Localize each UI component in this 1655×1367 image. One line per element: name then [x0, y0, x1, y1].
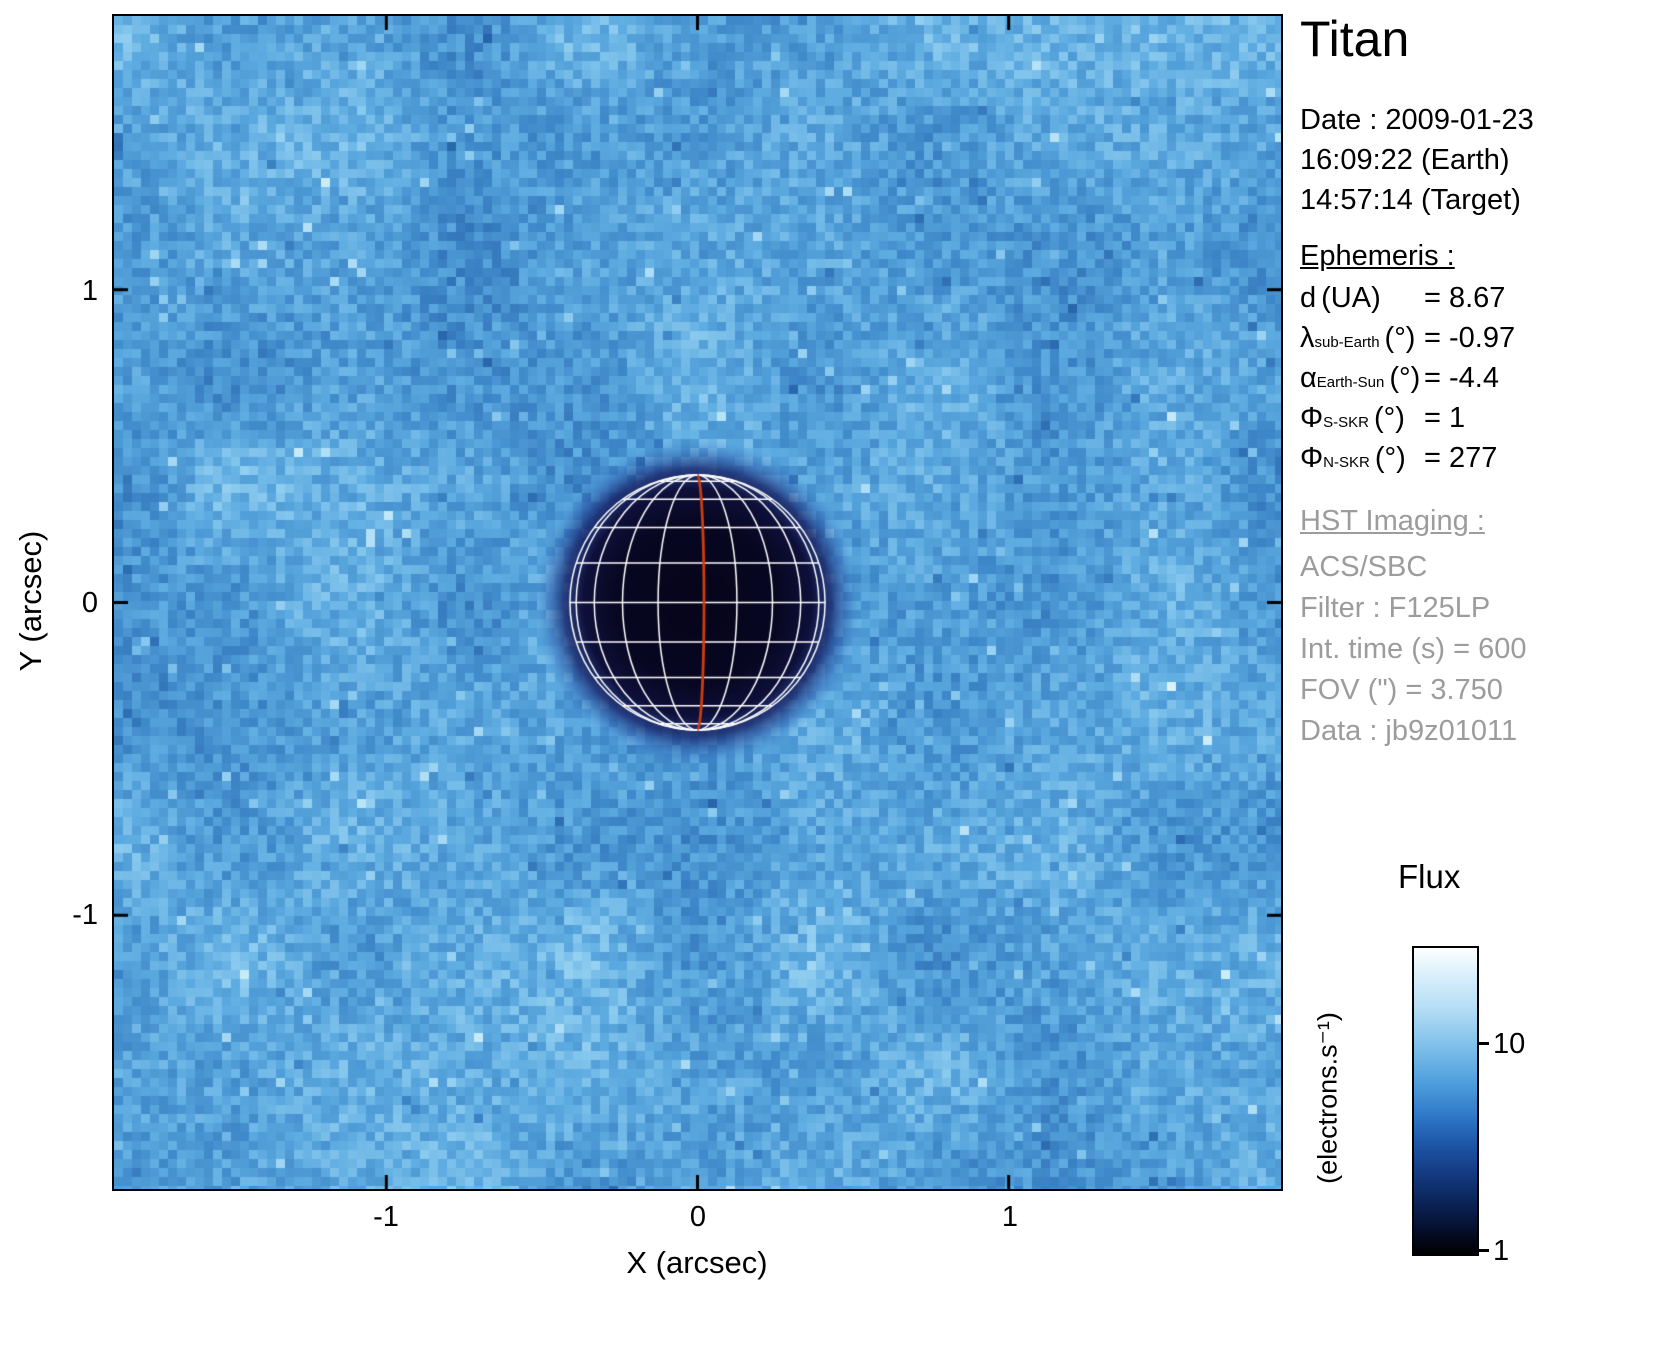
colorbar-label-1: 1 — [1493, 1235, 1510, 1267]
ephemeris-row-s-skr: ΦS-SKR (°) = 1 — [1300, 402, 1515, 442]
hst-image-canvas — [114, 16, 1281, 1189]
colorbar — [1412, 946, 1479, 1256]
ephemeris-unit: (°) — [1389, 362, 1421, 394]
ephemeris-value: = 8.67 — [1424, 282, 1506, 314]
hst-filter: Filter : F125LP — [1300, 592, 1491, 624]
ephemeris-symbol: α — [1300, 362, 1317, 394]
date-block: Date : 2009-01-23 16:09:22 (Earth) 14:57… — [1300, 100, 1534, 220]
colorbar-tick-10 — [1479, 1042, 1489, 1045]
ephemeris-unit: (°) — [1373, 402, 1405, 434]
ephemeris-unit: (UA) — [1321, 282, 1381, 314]
ephemeris-heading: Ephemeris : — [1300, 240, 1455, 272]
plot-frame — [112, 14, 1283, 1191]
ephemeris-table: d (UA) = 8.67 λsub-Earth (°) = -0.97 αEarth-… — [1300, 282, 1515, 482]
colorbar-label-10: 10 — [1493, 1028, 1526, 1060]
ephemeris-subscript: N-SKR — [1323, 454, 1370, 471]
ephemeris-value: = 277 — [1424, 442, 1498, 474]
ephemeris-subscript: Earth-Sun — [1316, 374, 1385, 391]
ephemeris-symbol: Φ — [1300, 402, 1324, 434]
earth-time-line: 16:09:22 (Earth) — [1300, 144, 1510, 176]
x-tick-label: -1 — [373, 1201, 399, 1233]
ephemeris-subscript: S-SKR — [1323, 414, 1369, 431]
hst-instrument: ACS/SBC — [1300, 551, 1428, 583]
ephemeris-value: = 1 — [1424, 402, 1466, 434]
y-tick-label: -1 — [72, 899, 98, 931]
ephemeris-quantity: λsub-Earth (°) — [1300, 322, 1424, 355]
ephemeris-unit: (°) — [1374, 442, 1406, 474]
ephemeris-row-phase-angle: αEarth-Sun (°) = -4.4 — [1300, 362, 1515, 402]
hst-imaging-block: ACS/SBC Filter : F125LP Int. time (s) = … — [1300, 547, 1526, 752]
ephemeris-row-n-skr: ΦN-SKR (°) = 277 — [1300, 442, 1515, 482]
date-line: Date : 2009-01-23 — [1300, 104, 1534, 136]
hst-int-time: Int. time (s) = 600 — [1300, 633, 1527, 665]
ephemeris-row-distance: d (UA) = 8.67 — [1300, 282, 1515, 322]
hst-imaging-heading: HST Imaging : — [1300, 505, 1485, 537]
ephemeris-symbol: d — [1300, 282, 1317, 314]
hst-data-id: Data : jb9z01011 — [1300, 715, 1518, 747]
ephemeris-quantity: ΦS-SKR (°) — [1300, 402, 1424, 435]
x-tick-label: 0 — [689, 1201, 707, 1233]
object-title: Titan — [1300, 11, 1410, 67]
hst-fov: FOV (") = 3.750 — [1300, 674, 1503, 706]
colorbar-unit-label: (electrons.s⁻¹) — [1312, 1012, 1343, 1184]
y-tick-label: 1 — [81, 275, 98, 307]
target-time-line: 14:57:14 (Target) — [1300, 184, 1521, 216]
ephemeris-value: = -4.4 — [1424, 362, 1499, 394]
x-axis-label: X (arcsec) — [626, 1245, 768, 1280]
ephemeris-quantity: d (UA) — [1300, 282, 1424, 315]
ephemeris-quantity: ΦN-SKR (°) — [1300, 442, 1424, 475]
ephemeris-row-subearth-lat: λsub-Earth (°) = -0.97 — [1300, 322, 1515, 362]
ephemeris-value: = -0.97 — [1424, 322, 1516, 354]
ephemeris-symbol: Φ — [1300, 442, 1324, 474]
flux-title: Flux — [1398, 858, 1461, 895]
y-tick-label: 0 — [81, 587, 98, 619]
colorbar-gradient — [1414, 948, 1477, 1254]
ephemeris-subscript: sub-Earth — [1314, 334, 1380, 351]
x-tick-label: 1 — [1001, 1201, 1019, 1233]
ephemeris-quantity: αEarth-Sun (°) — [1300, 362, 1424, 395]
ephemeris-unit: (°) — [1384, 322, 1416, 354]
ephemeris-symbol: λ — [1300, 322, 1315, 354]
colorbar-tick-1 — [1479, 1249, 1489, 1252]
